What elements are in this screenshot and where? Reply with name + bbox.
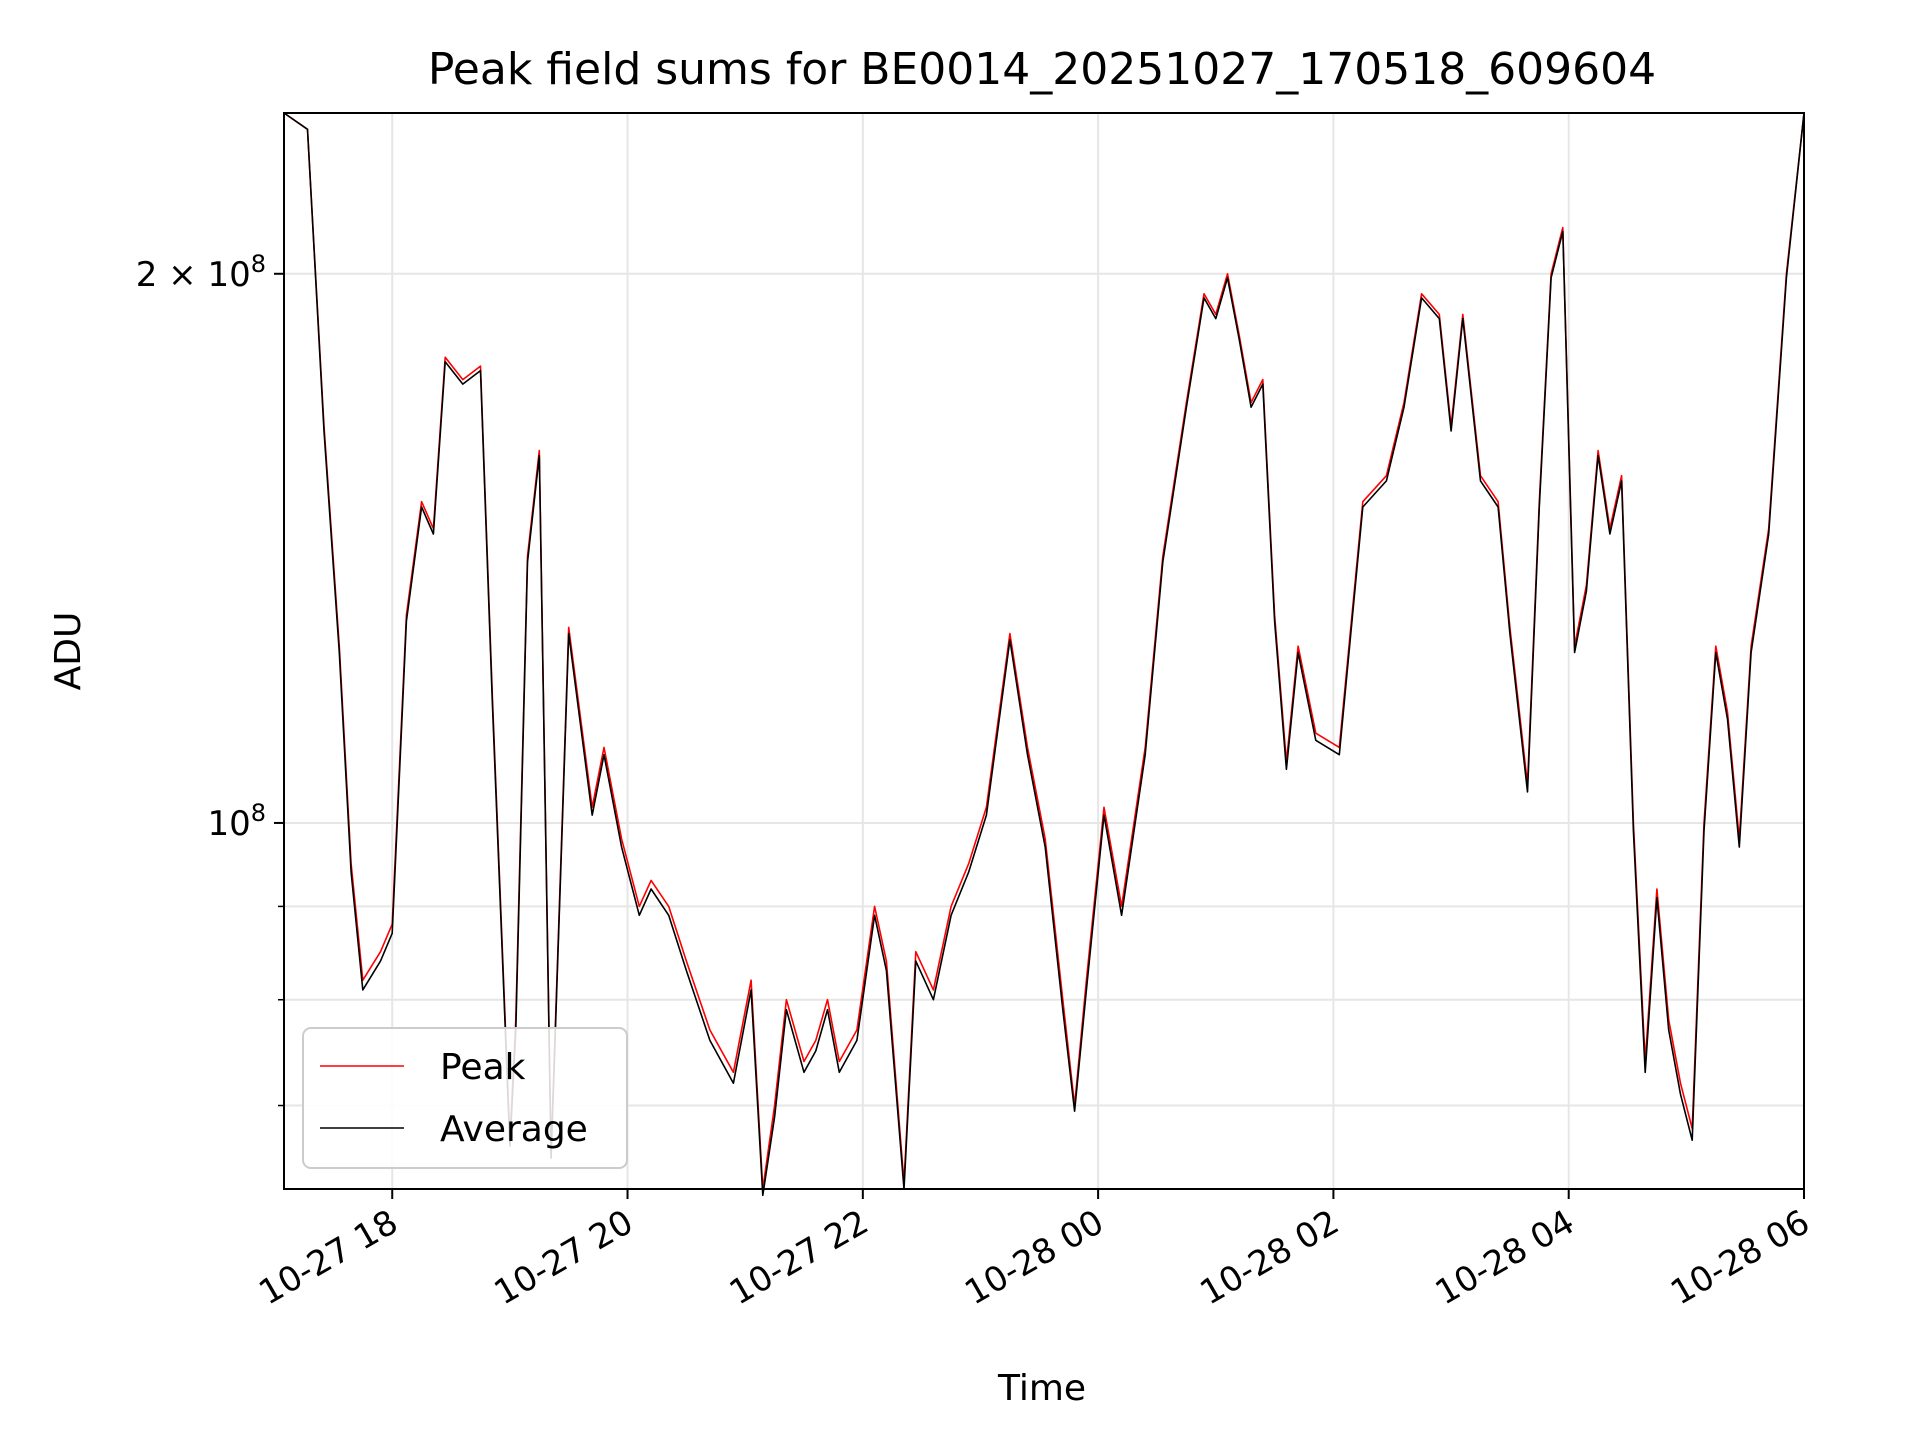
y-axis-ticks: 108 2 × 108 (136, 250, 284, 1107)
y-tick-label: 2 × 108 (136, 250, 266, 295)
legend-label-peak: Peak (440, 1047, 526, 1088)
legend-label-average: Average (440, 1109, 588, 1150)
x-tick-label: 10-27 22 (723, 1202, 875, 1313)
x-tick-label: 10-27 20 (488, 1202, 640, 1313)
series-layer (283, 112, 1805, 1197)
y-axis-label: ADU (48, 612, 89, 691)
legend: Peak Average (302, 1027, 628, 1169)
x-tick-label: 10-27 18 (252, 1202, 404, 1313)
series-line-average (283, 112, 1805, 1197)
grid-lines (284, 113, 1805, 1189)
plot-frame (283, 112, 1805, 1190)
legend-box (302, 1027, 628, 1169)
x-tick-label: 10-28 02 (1194, 1202, 1346, 1313)
chart-title: Peak field sums for BE0014_20251027_1705… (428, 44, 1656, 95)
y-tick-label: 108 (207, 799, 266, 844)
x-axis-label: Time (997, 1368, 1086, 1409)
x-axis-ticks: 10-27 18 10-27 20 10-27 22 10-28 00 10-28 02… (252, 1189, 1817, 1313)
x-tick-label: 10-28 00 (958, 1202, 1110, 1313)
x-tick-label: 10-28 04 (1429, 1202, 1581, 1313)
x-tick-label: 10-28 06 (1664, 1202, 1816, 1313)
